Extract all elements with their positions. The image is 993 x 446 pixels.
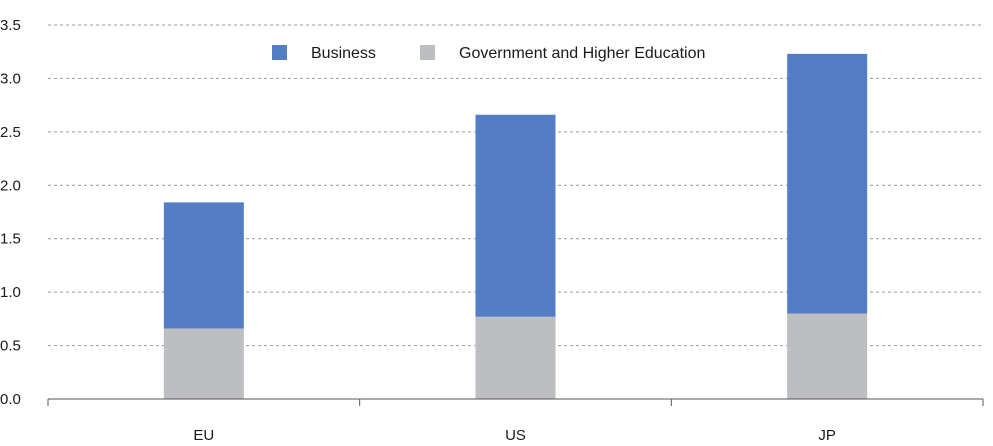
x-tick-label: US <box>505 427 526 444</box>
y-tick-label: 3.0 <box>0 70 21 87</box>
x-axis: EU US JP <box>47 398 984 444</box>
y-axis-ticks: 0.0 0.5 1.0 1.5 2.0 2.5 3.0 3.5 <box>0 17 21 408</box>
y-tick-label: 2.0 <box>0 177 21 194</box>
x-tick-label: EU <box>193 427 214 444</box>
bars <box>163 53 868 399</box>
bar-eu-business <box>163 202 244 329</box>
y-tick-label: 2.5 <box>0 124 21 141</box>
bar-jp-government-and-higher-education <box>787 313 868 399</box>
y-tick-label: 0.5 <box>0 338 21 355</box>
x-tick-label: JP <box>818 427 836 444</box>
legend-label-business: Business <box>311 45 376 62</box>
y-tick-label: 1.5 <box>0 231 21 248</box>
bar-jp-business <box>787 53 868 314</box>
y-tick-label: 3.5 <box>0 17 21 34</box>
bar-us-business <box>475 114 556 317</box>
legend-swatch-government-and-higher-education <box>420 45 435 60</box>
bar-eu-government-and-higher-education <box>163 328 244 399</box>
y-tick-label: 1.0 <box>0 284 21 301</box>
legend-label-government-and-higher-education: Government and Higher Education <box>459 45 705 62</box>
y-tick-label: 0.0 <box>0 391 21 408</box>
legend: Business Government and Higher Education <box>272 45 705 62</box>
bar-us-government-and-higher-education <box>475 316 556 399</box>
legend-swatch-business <box>272 45 287 60</box>
